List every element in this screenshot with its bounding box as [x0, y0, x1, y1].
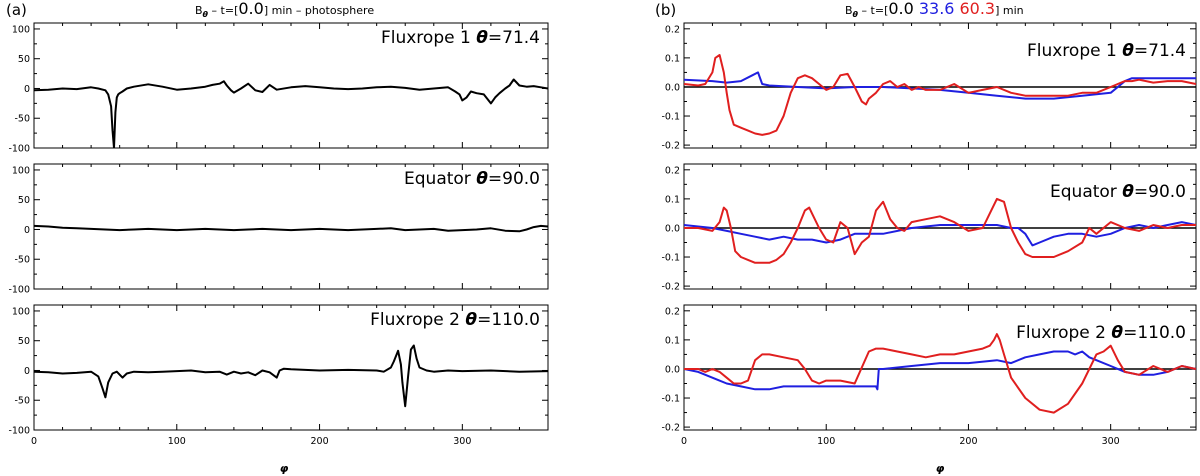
annotation-theta-symbol: θ: [1122, 182, 1134, 202]
x-tick-label: 300: [1102, 436, 1120, 447]
x-tick-label: 200: [310, 436, 328, 447]
series-line-0: [34, 224, 548, 233]
x-tick-label: 300: [453, 436, 471, 447]
annotation-name: Fluxrope 2: [1016, 323, 1111, 343]
y-tick-label: -0.1: [661, 394, 680, 405]
right-title-time-0: 0.0: [888, 0, 913, 18]
annotation-theta-value: =110.0: [477, 310, 540, 330]
y-tick-label: 0.1: [665, 53, 680, 64]
y-tick-label: -0.2: [661, 282, 680, 293]
panel-b1: -0.2 -0.1 0.0 0.1 0.2 Fluxrope 1 θ=71.4: [661, 22, 1197, 152]
y-tick-label: 0.2: [665, 24, 680, 35]
y-tick-label: 0.0: [665, 364, 680, 375]
y-tick-label: -0.2: [661, 423, 680, 434]
y-tick-label: 0: [24, 366, 30, 377]
y-tick-label: -0.1: [661, 112, 680, 123]
series-line-2: [684, 333, 1196, 414]
panel-annotation: Fluxrope 2 θ=110.0: [370, 310, 540, 330]
right-panel-title: Bθ – t=[0.0 33.6 60.3] min: [845, 0, 1024, 19]
y-tick-label: 50: [18, 195, 30, 206]
x-tick-label: 200: [959, 436, 977, 447]
y-tick-label: -50: [14, 114, 30, 125]
annotation-theta-symbol: θ: [476, 169, 488, 189]
y-tick-label: 0.0: [665, 82, 680, 93]
left-panel-header: (a) Bθ – t=[0.0] min – photosphere: [6, 0, 374, 19]
y-tick-label: 50: [18, 336, 30, 347]
annotation-theta-value: =71.4: [1134, 41, 1186, 61]
y-tick-label: 100: [12, 306, 30, 317]
panel-a2: -100 -50 0 50 100 Equator θ=90.0: [8, 163, 549, 296]
right-title-suffix: ] min: [995, 4, 1024, 17]
annotation-theta-value: =90.0: [1134, 182, 1186, 202]
panel-annotation: Fluxrope 1 θ=71.4: [381, 28, 540, 48]
series-line-1: [684, 71, 1196, 100]
x-tick-label: 100: [168, 436, 186, 447]
y-tick-label: -50: [14, 255, 30, 266]
y-tick-label: 0.2: [665, 165, 680, 176]
annotation-name: Fluxrope 1: [381, 28, 476, 48]
series-line-1: [684, 221, 1196, 247]
panel-a1: -100 -50 0 50 100 Fluxrope 1 θ=71.4: [8, 22, 549, 155]
right-title-time-1: 33.6: [919, 0, 955, 18]
annotation-theta-symbol: θ: [1122, 41, 1134, 61]
panel-b3: 0 100 200 300 -0.2 -0.1 0.0 0.1 0.2 Fluxrope 2 θ=…: [661, 304, 1197, 447]
y-tick-label: 0.1: [665, 194, 680, 205]
y-tick-label: 0: [24, 225, 30, 236]
annotation-theta-value: =71.4: [488, 28, 540, 48]
left-panel-label: (a): [6, 1, 27, 19]
x-tick-label: 100: [817, 436, 835, 447]
y-tick-label: -0.1: [661, 253, 680, 264]
y-tick-label: 100: [12, 165, 30, 176]
left-title-prefix: – t=[: [208, 4, 238, 17]
y-tick-label: 0.1: [665, 335, 680, 346]
panel-annotation: Equator θ=90.0: [404, 169, 540, 189]
right-panel-label: (b): [655, 1, 676, 19]
left-title-field-sub: θ: [203, 10, 209, 19]
y-tick-label: 100: [12, 24, 30, 35]
right-title-prefix: – t=[: [858, 4, 888, 17]
x-tick-label: 0: [31, 436, 37, 447]
series-line-2: [684, 197, 1196, 264]
y-tick-label: 0.0: [665, 223, 680, 234]
left-title-suffix: ] min – photosphere: [264, 4, 374, 17]
right-panel-header: (b) Bθ – t=[0.0 33.6 60.3] min: [655, 0, 1024, 19]
left-panel-title: Bθ – t=[0.0] min – photosphere: [195, 0, 374, 19]
right-title-field: B: [845, 4, 853, 17]
y-tick-label: 0.2: [665, 306, 680, 317]
y-tick-label: -0.2: [661, 141, 680, 152]
series-line-2: [684, 54, 1196, 136]
annotation-name: Fluxrope 1: [1027, 41, 1122, 61]
y-tick-label: -100: [8, 285, 30, 296]
left-title-field: B: [195, 4, 203, 17]
right-title-time-2: 60.3: [959, 0, 995, 18]
y-tick-label: -100: [8, 426, 30, 437]
series-line-1: [684, 350, 1196, 391]
right-title-field-sub: θ: [853, 10, 859, 19]
annotation-theta-value: =110.0: [1123, 323, 1186, 343]
panel-annotation: Fluxrope 2 θ=110.0: [1016, 323, 1186, 343]
left-x-axis-label: φ: [280, 462, 289, 475]
annotation-theta-symbol: θ: [476, 28, 488, 48]
panel-b2: -0.2 -0.1 0.0 0.1 0.2 Equator θ=90.0: [661, 163, 1197, 293]
annotation-theta-symbol: θ: [1111, 323, 1123, 343]
y-tick-label: -50: [14, 396, 30, 407]
series-line-0: [34, 78, 548, 148]
panel-annotation: Fluxrope 1 θ=71.4: [1027, 41, 1186, 61]
right-x-axis-label: φ: [936, 462, 945, 475]
left-title-time-0: 0.0: [238, 0, 263, 18]
annotation-name: Fluxrope 2: [370, 310, 465, 330]
x-tick-label: 0: [681, 436, 687, 447]
panel-a3: 0 100 200 300 -100 -50 0 50 100 Fluxrope 2 θ=110.…: [8, 304, 549, 447]
annotation-theta-value: =90.0: [488, 169, 540, 189]
y-tick-label: 50: [18, 54, 30, 65]
panel-annotation: Equator θ=90.0: [1050, 182, 1186, 202]
annotation-theta-symbol: θ: [465, 310, 477, 330]
annotation-name: Equator: [1050, 182, 1122, 202]
y-tick-label: 0: [24, 84, 30, 95]
y-tick-label: -100: [8, 144, 30, 155]
annotation-name: Equator: [404, 169, 476, 189]
series-line-0: [34, 344, 548, 408]
